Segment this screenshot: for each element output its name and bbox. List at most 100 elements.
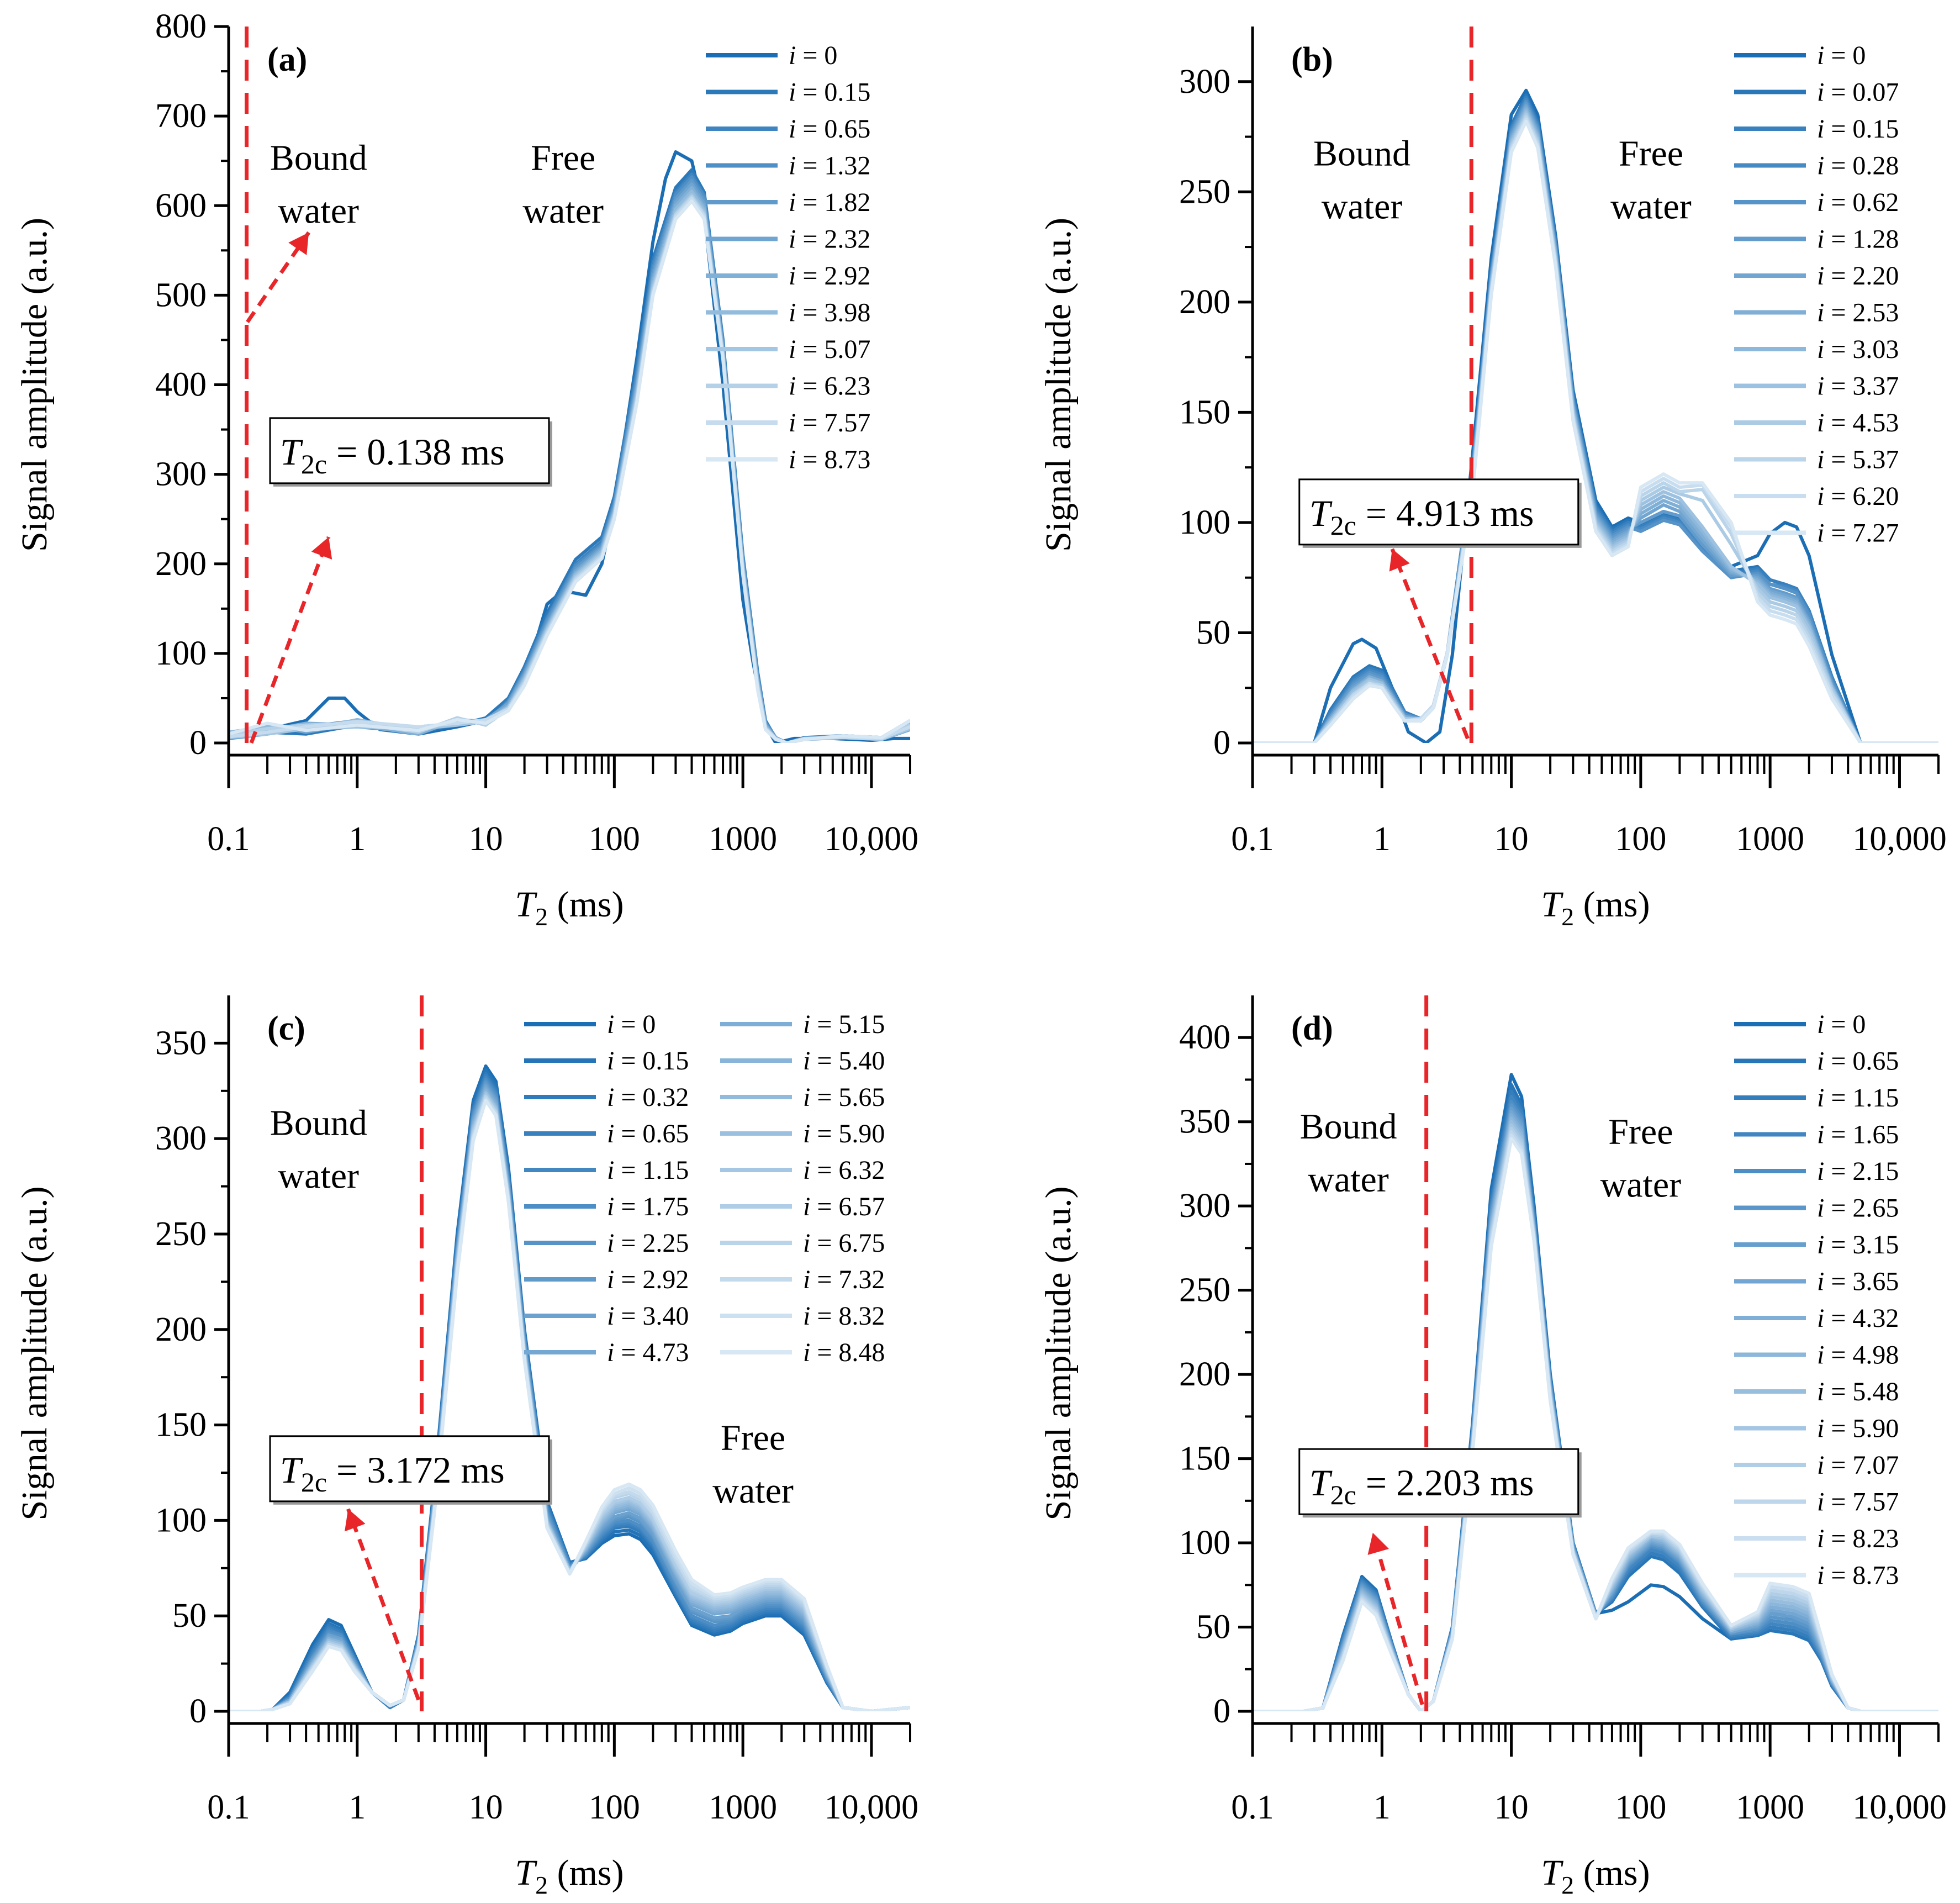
legend-entry-label: i = 0.65 <box>789 114 870 144</box>
legend-entry-label: i = 8.32 <box>803 1301 885 1331</box>
y-tick-label: 300 <box>1179 63 1230 101</box>
y-tick-label: 0 <box>1213 724 1230 762</box>
legend-entry-label: i = 2.15 <box>1817 1157 1899 1186</box>
region-label: water <box>1600 1164 1682 1205</box>
legend-entry-label: i = 0.07 <box>1817 78 1899 107</box>
annotation-arrow-line <box>1390 548 1470 740</box>
series-line <box>229 1099 910 1711</box>
x-tick-label: 1000 <box>709 1789 777 1826</box>
x-tick-label: 100 <box>1615 820 1666 858</box>
x-tick-label: 1 <box>1373 820 1391 858</box>
x-tick-label: 10,000 <box>1852 820 1947 858</box>
legend-entry-label: i = 0.15 <box>607 1046 689 1076</box>
y-tick-label: 350 <box>155 1024 207 1062</box>
legend-entry-label: i = 3.65 <box>1817 1267 1899 1296</box>
y-tick-label: 250 <box>155 1215 207 1253</box>
chart-panel-c: 0 50 100 150 200 250 300 350 0.1 1 10 100 1000 10,000… <box>14 995 918 1899</box>
legend-entry-label: i = 1.75 <box>607 1192 689 1221</box>
y-tick-label: 800 <box>155 8 207 45</box>
legend-entry-label: i = 2.32 <box>789 225 870 254</box>
t2c-box <box>269 1435 550 1503</box>
legend-entry-label: i = 8.73 <box>789 445 870 475</box>
series-line <box>229 199 910 743</box>
y-tick-label: 700 <box>155 97 207 135</box>
y-tick-label: 300 <box>1179 1187 1230 1225</box>
legend: i = 0 i = 0.65 i = 1.15 i = 1.65 i = 2.15 i =… <box>1734 1010 1899 1590</box>
region-label: water <box>1610 186 1692 226</box>
x-axis-title: T2 (ms) <box>1541 1853 1650 1899</box>
y-tick-label: 300 <box>155 456 207 493</box>
legend-entry-label: i = 6.57 <box>803 1192 885 1221</box>
legend-entry-label: i = 7.27 <box>1817 519 1899 548</box>
annotation-arrow-head <box>345 1509 366 1532</box>
x-axis-title: T2 (ms) <box>515 1853 624 1899</box>
annotation-arrow-line <box>1371 1532 1424 1705</box>
legend-entry-label: i = 5.07 <box>789 335 870 364</box>
x-tick-label: 1 <box>1373 1789 1391 1826</box>
legend-entry-label: i = 8.48 <box>803 1338 885 1367</box>
legend-entry-label: i = 0.15 <box>789 78 870 107</box>
x-tick-label: 100 <box>1615 1789 1666 1826</box>
x-tick-label: 10,000 <box>825 1789 919 1826</box>
t2c-box <box>1298 478 1579 546</box>
y-tick-label: 100 <box>155 1501 207 1539</box>
panel-label: (d) <box>1291 1010 1333 1047</box>
legend-entry-label: i = 2.20 <box>1817 261 1899 291</box>
legend-entry-label: i = 2.53 <box>1817 298 1899 328</box>
t2c-label: T2c = 2.203 ms <box>1309 1462 1534 1510</box>
annotation-arrow-line <box>249 536 331 744</box>
legend-entry-label: i = 2.92 <box>607 1265 689 1294</box>
x-tick-label: 1000 <box>709 820 777 858</box>
legend-entry-label: i = 4.98 <box>1817 1341 1899 1370</box>
legend-entry-label: i = 3.15 <box>1817 1230 1899 1259</box>
t2c-label: T2c = 0.138 ms <box>280 431 505 479</box>
x-tick-label: 10 <box>469 1789 503 1826</box>
x-tick-label: 10 <box>469 820 503 858</box>
x-tick-label: 10,000 <box>1852 1789 1947 1826</box>
region-label: Free <box>1619 133 1683 173</box>
x-axis-title: T2 (ms) <box>515 884 624 931</box>
legend-entry-label: i = 3.37 <box>1817 372 1899 401</box>
y-tick-label: 100 <box>1179 504 1230 541</box>
x-tick-label: 1 <box>348 820 366 858</box>
legend-entry-label: i = 3.98 <box>789 298 870 328</box>
region-label: water <box>278 1156 359 1196</box>
y-tick-label: 400 <box>1179 1019 1230 1056</box>
annotation-arrow-head <box>1389 549 1410 572</box>
y-axis-title: Signal amplitude (a.u.) <box>14 218 55 552</box>
panel-label: (c) <box>267 1010 305 1047</box>
region-label: Free <box>721 1418 785 1458</box>
x-tick-label: 100 <box>589 820 640 858</box>
legend-entry-label: i = 3.03 <box>1817 335 1899 364</box>
legend-entry-label: i = 1.15 <box>1817 1083 1899 1113</box>
legend-entry-label: i = 5.65 <box>803 1083 885 1112</box>
legend-entry-label: i = 0.62 <box>1817 188 1899 217</box>
y-tick-label: 250 <box>1179 173 1230 210</box>
y-tick-label: 0 <box>189 724 207 762</box>
legend-entry-label: i = 0 <box>607 1010 656 1039</box>
x-tick-label: 10,000 <box>825 820 919 858</box>
x-tick-label: 0.1 <box>1231 1789 1274 1826</box>
series-line <box>1253 1137 1938 1711</box>
y-tick-label: 100 <box>155 635 207 672</box>
y-axis-title: Signal amplitude (a.u.) <box>14 1187 55 1521</box>
legend-entry-label: i = 7.32 <box>803 1265 885 1294</box>
legend-entry-label: i = 2.65 <box>1817 1194 1899 1223</box>
legend-entry-label: i = 4.53 <box>1817 408 1899 437</box>
region-label: Bound <box>1299 1106 1397 1147</box>
y-tick-label: 150 <box>155 1406 207 1444</box>
x-tick-label: 1 <box>348 1789 366 1826</box>
legend-entry-label: i = 4.32 <box>1817 1304 1899 1333</box>
region-label: Free <box>531 138 595 178</box>
legend-entry-label: i = 6.23 <box>789 372 870 401</box>
y-tick-label: 400 <box>155 366 207 404</box>
t2c-box <box>269 417 550 484</box>
legend-entry-label: i = 0 <box>1817 41 1866 70</box>
x-tick-label: 100 <box>589 1789 640 1826</box>
annotation-arrow-line <box>346 1508 421 1701</box>
y-tick-label: 50 <box>1196 614 1230 651</box>
legend-entry-label: i = 6.32 <box>803 1156 885 1185</box>
region-label: water <box>1308 1159 1389 1200</box>
